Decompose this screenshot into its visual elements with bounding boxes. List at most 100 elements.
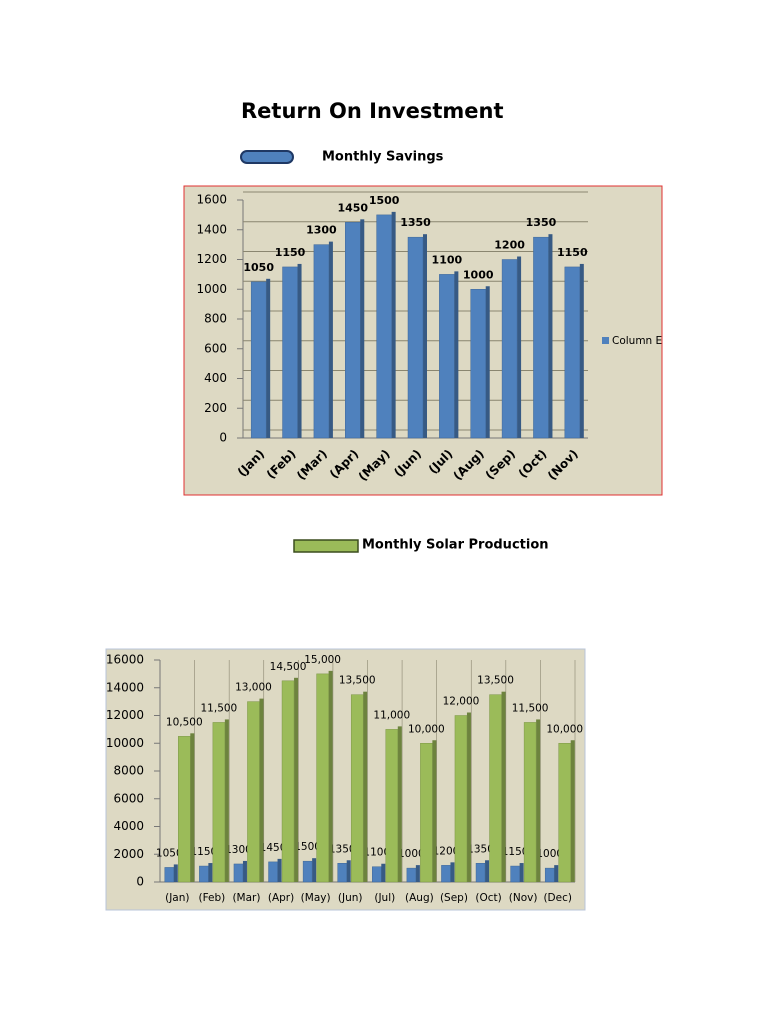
- x-tick-label: (Nov): [509, 892, 538, 904]
- bar: [454, 715, 468, 883]
- data-label: 11,500: [201, 702, 238, 714]
- bar-side: [277, 858, 282, 882]
- x-tick-label: (May): [301, 892, 331, 904]
- bar: [164, 867, 175, 883]
- legend-label: Column E: [612, 335, 662, 347]
- y-tick-label: 1200: [196, 252, 227, 266]
- data-label: 13,500: [339, 675, 376, 687]
- data-label: 1150: [502, 846, 529, 858]
- data-label: 1000: [463, 268, 494, 281]
- bar: [470, 289, 486, 439]
- data-label: 1150: [191, 846, 218, 858]
- bar: [564, 266, 581, 439]
- bar: [337, 863, 347, 883]
- legend-swatch: [240, 150, 294, 164]
- x-tick-label: (Oct): [475, 892, 501, 904]
- bar: [533, 236, 549, 439]
- bar: [407, 236, 424, 439]
- bar: [420, 743, 433, 883]
- data-label: 14,500: [270, 661, 307, 673]
- legend-swatch: [602, 337, 609, 344]
- bar-side: [208, 863, 213, 882]
- data-label: 1100: [432, 253, 463, 266]
- y-tick-label: 1000: [196, 282, 227, 296]
- data-label: 10,000: [408, 723, 445, 735]
- y-tick-label: 2000: [113, 847, 144, 861]
- data-label: 1300: [306, 224, 337, 237]
- y-tick-label: 14000: [106, 680, 144, 694]
- bar-side: [173, 864, 178, 882]
- bar-side: [363, 691, 368, 882]
- bar: [316, 673, 329, 883]
- data-label: 1500: [369, 194, 400, 207]
- bar-side: [432, 740, 437, 882]
- bar-side: [242, 860, 247, 882]
- data-label: 1450: [337, 201, 368, 214]
- bar: [302, 860, 313, 883]
- data-label: 13,500: [477, 675, 514, 687]
- x-tick-label: (Jan): [165, 892, 189, 904]
- y-tick-label: 800: [204, 312, 227, 326]
- bar: [558, 743, 571, 883]
- bar-side: [466, 712, 471, 882]
- bar: [376, 214, 392, 439]
- x-tick-label: (Jul): [374, 892, 395, 904]
- y-tick-label: 1400: [196, 222, 227, 236]
- bar-side: [259, 698, 264, 882]
- y-tick-label: 16000: [106, 653, 144, 667]
- data-label: 1200: [494, 239, 525, 252]
- data-label: 1150: [557, 246, 588, 259]
- y-tick-label: 6000: [113, 791, 144, 805]
- data-label: 1500: [294, 841, 321, 853]
- bar: [439, 274, 455, 439]
- data-label: 10,500: [166, 716, 203, 728]
- data-label: 1350: [400, 216, 431, 229]
- x-tick-label: (Sep): [440, 892, 468, 904]
- bar: [372, 866, 382, 883]
- bar: [475, 863, 486, 883]
- data-label: 11,500: [512, 702, 549, 714]
- bar-side: [548, 234, 553, 438]
- bar-side: [190, 733, 195, 882]
- bar: [510, 865, 520, 883]
- y-tick-label: 400: [204, 371, 227, 385]
- data-label: 1200: [433, 845, 460, 857]
- bar: [350, 694, 364, 883]
- bar: [282, 266, 298, 439]
- data-label: 1000: [398, 848, 425, 860]
- bar-side: [485, 286, 490, 438]
- data-label: 15,000: [304, 654, 341, 666]
- bar: [441, 865, 451, 883]
- x-tick-label: (Dec): [543, 892, 572, 904]
- bar-side: [519, 863, 524, 882]
- bar-side: [570, 740, 575, 882]
- y-tick-label: 12000: [106, 708, 144, 722]
- bar-side: [266, 278, 271, 438]
- data-label: 1350: [329, 843, 356, 855]
- bar-side: [360, 219, 365, 438]
- doc-title: Return On Investment: [241, 99, 503, 123]
- data-label: 1150: [275, 246, 306, 259]
- bar: [178, 736, 191, 883]
- bar-side: [454, 271, 459, 438]
- bar: [489, 694, 502, 883]
- data-label: 10,000: [546, 723, 583, 735]
- x-tick-label: (Feb): [198, 892, 225, 904]
- bar-side: [415, 865, 420, 882]
- legend-label: Monthly Solar Production: [362, 538, 549, 553]
- x-tick-label: (Aug): [405, 892, 434, 904]
- bar-side: [346, 860, 351, 882]
- bar: [544, 867, 555, 883]
- y-tick-label: 0: [136, 875, 144, 889]
- bar-side: [297, 263, 302, 438]
- data-label: 1000: [536, 848, 563, 860]
- bar: [199, 865, 209, 883]
- data-label: 1350: [526, 216, 557, 229]
- data-label: 1050: [243, 261, 274, 274]
- data-label: 1100: [363, 847, 390, 859]
- x-tick-label: (Apr): [268, 892, 294, 904]
- data-label: 11,000: [373, 709, 410, 721]
- bar: [281, 680, 295, 883]
- data-label: 12,000: [443, 696, 480, 708]
